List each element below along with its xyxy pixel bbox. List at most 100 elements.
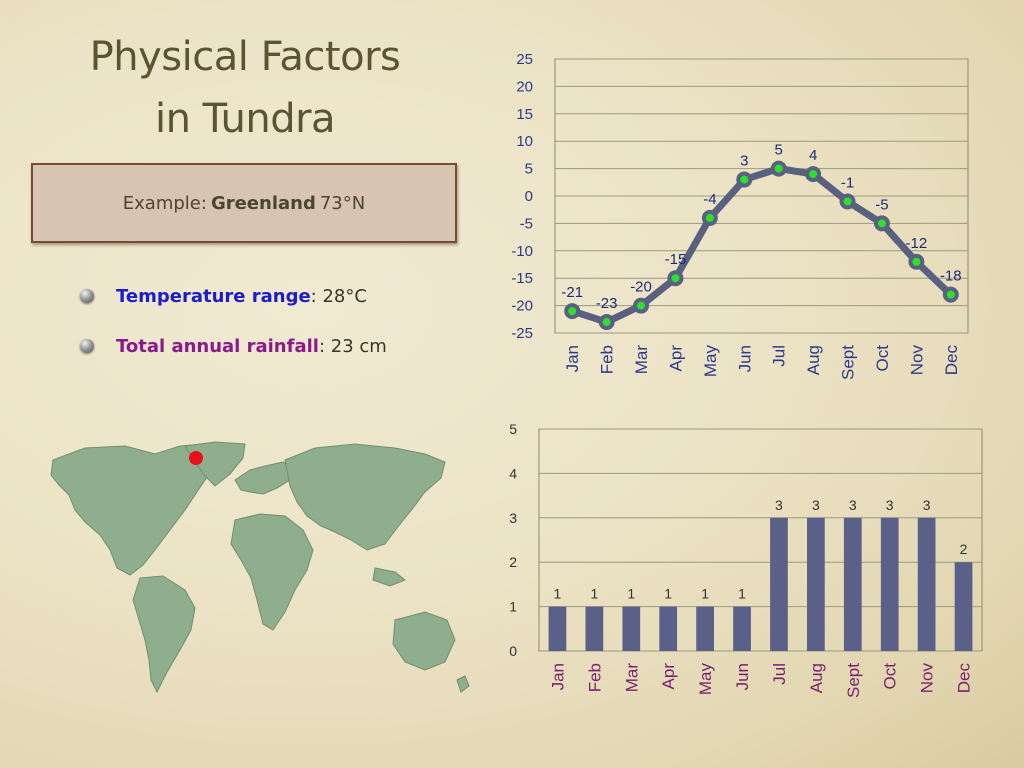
bar xyxy=(843,517,862,651)
y-tick-label: 5 xyxy=(509,421,517,437)
y-tick-label: -15 xyxy=(511,270,533,287)
islands-shape xyxy=(372,567,470,693)
y-tick-label: -10 xyxy=(511,243,533,260)
y-tick-label: 5 xyxy=(525,161,533,178)
x-tick-label: Sept xyxy=(839,345,858,380)
x-tick-label: Aug xyxy=(804,345,823,375)
y-tick-label: 4 xyxy=(509,465,517,481)
data-label: 1 xyxy=(701,586,709,602)
x-tick-label: Jun xyxy=(733,663,752,690)
data-label: -18 xyxy=(940,268,962,285)
x-tick-label: Dec xyxy=(942,345,961,376)
data-label: 2 xyxy=(960,541,968,557)
title-line-1: Physical Factors xyxy=(89,34,401,80)
y-tick-label: 25 xyxy=(516,51,533,68)
example-latitude: 73°N xyxy=(319,192,366,214)
data-label: 3 xyxy=(849,497,857,513)
data-point xyxy=(671,274,680,283)
y-tick-label: -20 xyxy=(511,298,533,315)
data-label: 1 xyxy=(738,586,746,602)
rainfall-label: Total annual rainfall xyxy=(116,335,319,357)
bar xyxy=(733,606,751,651)
north-america-shape xyxy=(50,443,221,576)
data-point xyxy=(877,219,886,228)
x-tick-label: Dec xyxy=(955,663,974,694)
australia-shape xyxy=(392,611,456,671)
y-tick-label: 20 xyxy=(516,78,533,95)
data-point xyxy=(912,257,921,266)
data-label: 3 xyxy=(775,497,783,513)
x-tick-label: Jan xyxy=(563,345,582,372)
x-tick-label: Jul xyxy=(770,345,789,367)
y-tick-label: 15 xyxy=(516,106,533,123)
data-label: -1 xyxy=(841,174,854,191)
africa-shape xyxy=(230,513,314,631)
x-tick-label: Nov xyxy=(918,663,937,694)
data-label: -20 xyxy=(630,279,652,296)
data-label: 1 xyxy=(554,586,562,602)
example-prefix: Example: xyxy=(122,192,207,214)
bullet-rainfall: Total annual rainfall: 23 cm xyxy=(80,334,387,358)
x-tick-label: Aug xyxy=(807,663,826,693)
data-label: -12 xyxy=(906,235,928,252)
y-tick-label: 1 xyxy=(509,599,517,615)
x-tick-label: Jan xyxy=(548,663,567,690)
x-tick-label: Oct xyxy=(881,663,900,690)
bar xyxy=(880,517,899,651)
temperature-value: 28°C xyxy=(322,285,367,307)
example-place: Greenland xyxy=(210,192,316,214)
temperature-line-chart: 25 20 15 10 5 0 -5 -10 -15 -20 -25 -21 -23 -20 -15 -4 3 5… xyxy=(511,51,969,380)
data-point xyxy=(843,197,852,206)
data-label: -4 xyxy=(703,191,716,208)
data-point xyxy=(568,307,577,316)
data-point xyxy=(705,213,714,222)
bar xyxy=(807,517,825,651)
x-tick-label: May xyxy=(701,345,720,378)
bar xyxy=(954,562,973,651)
temperature-series-line xyxy=(571,165,954,326)
x-tick-label: Feb xyxy=(585,663,604,692)
bar xyxy=(548,606,567,651)
y-tick-label: 10 xyxy=(516,133,533,150)
bullet-temperature: Temperature range: 28°C xyxy=(80,284,387,308)
data-point xyxy=(602,318,611,327)
data-label: -15 xyxy=(665,251,687,268)
y-tick-label: 3 xyxy=(509,510,517,526)
temperature-label: Temperature range xyxy=(116,285,311,307)
y-tick-label: -5 xyxy=(520,215,533,232)
x-tick-label: Jun xyxy=(735,345,754,372)
plot-area xyxy=(538,428,983,652)
data-point xyxy=(946,290,955,299)
bar xyxy=(585,606,604,651)
bullet-list: Temperature range: 28°C Total annual rai… xyxy=(80,284,387,384)
x-tick-label: Oct xyxy=(873,345,892,372)
data-label: 3 xyxy=(812,497,820,513)
data-point xyxy=(740,175,749,184)
y-tick-label: -25 xyxy=(511,325,533,342)
x-tick-label: Feb xyxy=(598,345,617,374)
bullet-icon xyxy=(80,339,94,353)
data-label: 1 xyxy=(627,586,635,602)
x-tick-label: May xyxy=(696,663,715,696)
x-tick-label: Nov xyxy=(907,345,926,376)
x-tick-label: Sept xyxy=(844,663,863,698)
x-tick-label: Mar xyxy=(622,663,641,693)
bar xyxy=(622,606,641,651)
x-tick-label: Apr xyxy=(666,345,685,372)
rainfall-value: 23 cm xyxy=(330,335,387,357)
data-label: -5 xyxy=(875,196,888,213)
asia-shape xyxy=(284,443,446,551)
bar xyxy=(659,606,678,651)
x-tick-label: Jul xyxy=(770,663,789,685)
rainfall-sep: : xyxy=(318,335,326,357)
bar xyxy=(917,517,936,651)
y-tick-label: 0 xyxy=(525,188,533,205)
data-point xyxy=(774,164,783,173)
data-point xyxy=(637,301,646,310)
rainfall-bar-chart: 5 4 3 2 1 0 1 1 1 1 1 1 3 3 3 3 3 2 Jan Feb Mar Apr May Jun Jul A… xyxy=(509,421,983,698)
temperature-sep: : xyxy=(310,285,317,307)
data-point xyxy=(809,170,818,179)
example-box: Example: Greenland 73°N xyxy=(31,163,457,243)
data-label: -23 xyxy=(596,295,618,312)
slide-title: Physical Factors in Tundra xyxy=(40,26,450,150)
